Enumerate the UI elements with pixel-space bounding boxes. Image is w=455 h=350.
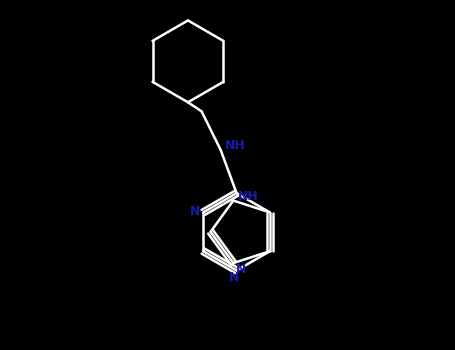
Text: NH: NH (225, 139, 246, 152)
Text: N: N (229, 271, 239, 284)
Text: N: N (190, 205, 200, 218)
Text: NH: NH (238, 190, 258, 203)
Text: N: N (236, 263, 247, 276)
